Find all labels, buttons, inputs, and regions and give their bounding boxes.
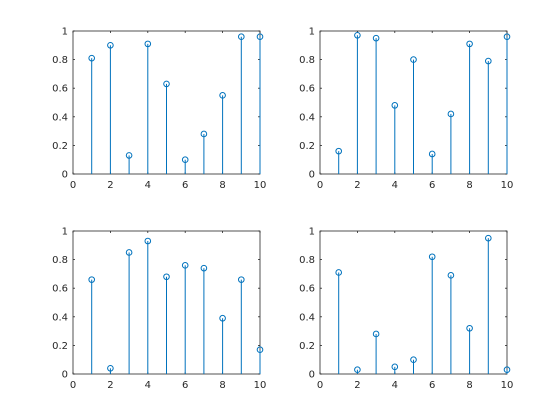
x-tick-label: 8 bbox=[219, 380, 225, 391]
x-tick-label: 6 bbox=[182, 380, 188, 391]
stem-marker bbox=[466, 324, 473, 332]
stem-marker bbox=[125, 152, 133, 159]
stem-marker bbox=[256, 346, 264, 353]
stem-marker bbox=[410, 56, 417, 63]
x-tick-label: 10 bbox=[501, 180, 514, 191]
stem-marker bbox=[88, 276, 95, 283]
y-tick-label: 0 bbox=[62, 170, 68, 181]
subplot-top-right: 0 2 4 6 8 10 0 0.2 0.4 0.6 0.8 1 bbox=[299, 27, 513, 192]
x-tick-label: 2 bbox=[107, 380, 113, 391]
x-tick-label: 2 bbox=[354, 380, 360, 391]
x-tick-label: 6 bbox=[182, 180, 188, 191]
y-tick-label: 1 bbox=[309, 27, 315, 38]
stem-marker bbox=[200, 264, 208, 272]
stem-marker bbox=[163, 80, 170, 88]
y-tick-label: 0.4 bbox=[299, 312, 315, 323]
x-tick-label: 4 bbox=[145, 380, 151, 391]
x-tick-label: 6 bbox=[429, 380, 435, 391]
stem-marker bbox=[256, 33, 264, 41]
y-tick-label: 0.6 bbox=[52, 284, 68, 295]
x-tick-label: 0 bbox=[70, 380, 76, 391]
x-tick-label: 0 bbox=[317, 380, 323, 391]
y-tick-label: 0.2 bbox=[52, 341, 68, 352]
y-tick-label: 1 bbox=[309, 227, 315, 238]
stem-marker bbox=[503, 33, 511, 41]
stem-marker bbox=[391, 363, 399, 371]
x-tick-label: 4 bbox=[145, 180, 151, 191]
stem-marker bbox=[335, 147, 343, 155]
x-tick-label: 6 bbox=[429, 180, 435, 191]
stem-marker bbox=[428, 253, 436, 261]
stem-marker bbox=[354, 366, 361, 374]
y-tick-label: 0.2 bbox=[52, 141, 68, 152]
stem-marker bbox=[125, 249, 133, 256]
stem-marker bbox=[485, 57, 492, 65]
stem-marker bbox=[144, 40, 152, 48]
stem-marker bbox=[410, 356, 417, 364]
x-tick-label: 2 bbox=[107, 180, 113, 191]
x-tick-label: 10 bbox=[254, 380, 267, 391]
x-tick-label: 0 bbox=[317, 180, 323, 191]
stem-marker bbox=[107, 364, 114, 372]
x-tick-label: 10 bbox=[254, 180, 267, 191]
stem-marker bbox=[372, 330, 380, 338]
stem-marker bbox=[219, 92, 226, 99]
stem-marker bbox=[354, 31, 361, 39]
x-tick-label: 4 bbox=[392, 380, 398, 391]
x-tick-label: 10 bbox=[501, 380, 514, 391]
subplot-bottom-right: 0 2 4 6 8 10 0 0.2 0.4 0.6 0.8 1 bbox=[299, 227, 513, 392]
stem-marker bbox=[372, 34, 380, 42]
y-tick-label: 0.8 bbox=[52, 55, 68, 66]
y-tick-label: 0.4 bbox=[52, 312, 68, 323]
subplot-top-left: 0 2 4 6 8 10 0 0.2 0.4 0.6 0.8 1 bbox=[52, 27, 266, 192]
x-tick-label: 8 bbox=[219, 180, 225, 191]
stem-marker bbox=[144, 237, 152, 245]
x-tick-label: 2 bbox=[354, 180, 360, 191]
stem-marker bbox=[503, 366, 511, 374]
stem-marker bbox=[428, 150, 436, 158]
stem-marker bbox=[447, 272, 455, 279]
stem-marker bbox=[181, 156, 189, 163]
stem-marker bbox=[200, 130, 208, 138]
subplot-bottom-left: 0 2 4 6 8 10 0 0.2 0.4 0.6 0.8 1 bbox=[52, 227, 266, 392]
y-tick-label: 1 bbox=[62, 227, 68, 238]
stem-marker bbox=[391, 102, 399, 109]
stem-marker bbox=[238, 33, 245, 41]
y-tick-label: 0.4 bbox=[52, 112, 68, 123]
y-tick-label: 0 bbox=[309, 170, 315, 181]
y-tick-label: 0.6 bbox=[299, 284, 315, 295]
y-tick-label: 0.2 bbox=[299, 141, 315, 152]
y-tick-label: 0.6 bbox=[52, 84, 68, 95]
y-tick-label: 0.2 bbox=[299, 341, 315, 352]
stem-marker bbox=[238, 276, 245, 283]
stem-marker bbox=[181, 262, 189, 269]
stem-marker bbox=[466, 40, 473, 48]
stem-marker bbox=[107, 42, 114, 49]
y-tick-label: 0 bbox=[309, 370, 315, 381]
x-tick-label: 0 bbox=[70, 180, 76, 191]
x-tick-label: 8 bbox=[466, 180, 472, 191]
y-tick-label: 0.8 bbox=[299, 255, 315, 266]
y-tick-label: 1 bbox=[62, 27, 68, 38]
y-tick-label: 0.4 bbox=[299, 112, 315, 123]
axes-box-bottom-right bbox=[319, 230, 508, 375]
stem-marker bbox=[163, 273, 170, 281]
x-tick-label: 8 bbox=[466, 380, 472, 391]
stem-marker bbox=[485, 234, 492, 242]
stem-marker bbox=[335, 269, 343, 276]
y-tick-label: 0.6 bbox=[299, 84, 315, 95]
y-tick-label: 0 bbox=[62, 370, 68, 381]
stem-marker bbox=[88, 54, 95, 62]
stem-marker bbox=[447, 110, 455, 118]
y-tick-label: 0.8 bbox=[299, 55, 315, 66]
x-tick-label: 4 bbox=[392, 180, 398, 191]
y-tick-label: 0.8 bbox=[52, 255, 68, 266]
stem-marker bbox=[219, 314, 226, 322]
